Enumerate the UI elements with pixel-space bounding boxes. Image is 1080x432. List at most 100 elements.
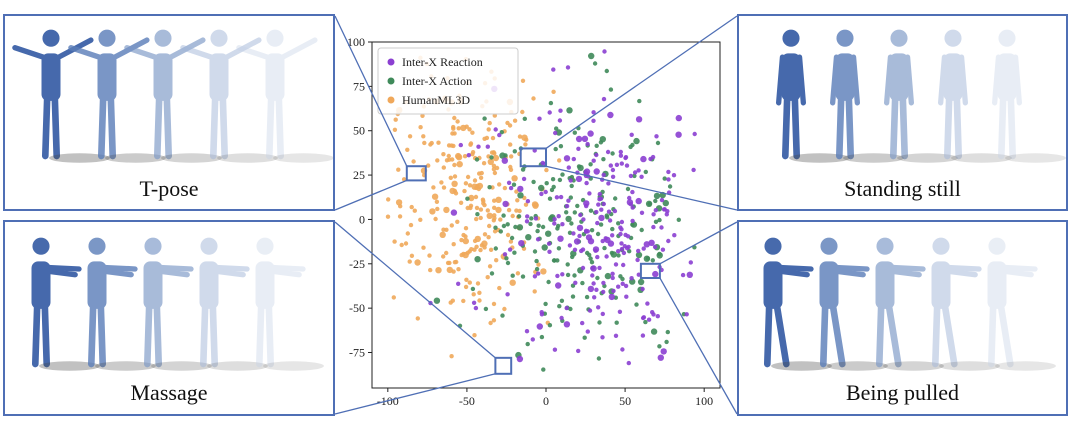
- scatter-point: [439, 231, 446, 238]
- scatter-point: [680, 272, 686, 278]
- scatter-point: [619, 241, 624, 246]
- scatter-point: [456, 126, 461, 131]
- scatter-point: [653, 198, 658, 204]
- scatter-point: [692, 131, 697, 137]
- scatter-point: [488, 247, 494, 252]
- scatter-point: [630, 189, 635, 195]
- scatter-point: [601, 157, 606, 162]
- scatter-point: [513, 224, 518, 230]
- scatter-point: [546, 279, 551, 285]
- scatter-point: [640, 155, 647, 163]
- scatter-point: [578, 212, 583, 218]
- scatter-point: [598, 140, 604, 145]
- scatter-point: [676, 217, 681, 222]
- scatter-point: [543, 189, 548, 195]
- scatter-point: [577, 233, 582, 239]
- scatter-point: [485, 144, 490, 149]
- scatter-point: [613, 196, 618, 201]
- scatter-point: [583, 228, 589, 233]
- shadow: [151, 361, 212, 371]
- humanoid-figure: [180, 29, 262, 160]
- figure-sequence: [31, 237, 324, 371]
- scatter-point: [429, 208, 436, 215]
- scatter-point: [640, 333, 646, 338]
- scatter-point: [655, 140, 661, 146]
- scatter-point: [594, 209, 599, 215]
- scatter-point: [556, 214, 561, 219]
- scatter-point: [576, 348, 581, 354]
- scatter-point: [509, 154, 514, 159]
- panel-caption-pulled: Being pulled: [845, 380, 960, 405]
- scatter-point: [538, 184, 545, 192]
- scatter-point: [512, 149, 517, 154]
- scatter-point: [653, 192, 661, 200]
- scatter-point: [492, 198, 497, 203]
- scatter-point: [614, 320, 619, 325]
- scatter-point: [547, 249, 552, 254]
- scatter-point: [514, 208, 519, 213]
- scatter-point: [523, 202, 529, 207]
- scatter-point: [492, 205, 497, 210]
- legend-marker-humanml3d: [387, 96, 395, 104]
- scatter-point: [478, 247, 483, 253]
- scatter-point: [607, 111, 614, 119]
- scatter-point: [622, 244, 627, 249]
- scatter-point: [608, 87, 614, 92]
- panel-caption-massage: Massage: [130, 380, 208, 405]
- scatter-point: [472, 178, 478, 183]
- scatter-point: [630, 218, 635, 224]
- scatter-point: [573, 238, 581, 245]
- scatter-point: [482, 232, 488, 237]
- scatter-point: [646, 317, 652, 322]
- humanoid-figure: [255, 237, 306, 368]
- scatter-point: [461, 298, 466, 304]
- scatter-point: [575, 175, 583, 183]
- scatter-point: [493, 246, 498, 251]
- scatter-point: [553, 146, 558, 152]
- legend-marker-reaction: [387, 58, 395, 66]
- scatter-point: [508, 185, 514, 191]
- humanoid-figure: [763, 237, 814, 368]
- scatter-point: [532, 274, 538, 279]
- scatter-point: [587, 285, 595, 293]
- x-tick-label: 100: [695, 394, 713, 408]
- scatter-point: [474, 216, 479, 222]
- scatter-point: [672, 233, 677, 238]
- scatter-point: [420, 113, 425, 119]
- humanoid-figure: [937, 29, 969, 160]
- y-tick-label: -50: [349, 301, 365, 315]
- scatter-point: [659, 197, 665, 203]
- scatter-point: [643, 319, 648, 325]
- scatter-point: [451, 180, 458, 187]
- scatter-point: [467, 280, 472, 285]
- scatter-point: [610, 151, 615, 156]
- scatter-point: [403, 241, 409, 246]
- scatter-point: [536, 271, 541, 276]
- scatter-point: [612, 208, 618, 214]
- shadow: [1005, 153, 1066, 163]
- scatter-point: [588, 256, 593, 261]
- scatter-point: [565, 215, 572, 223]
- scatter-point: [452, 115, 457, 121]
- scatter-point: [428, 142, 433, 147]
- scatter-point: [487, 223, 492, 229]
- scatter-point: [405, 231, 410, 236]
- scatter-point: [462, 237, 469, 245]
- scatter-point: [456, 267, 461, 272]
- scatter-point: [431, 185, 436, 190]
- scatter-point: [493, 127, 498, 132]
- scatter-point: [628, 144, 633, 150]
- scatter-point: [618, 231, 623, 237]
- scatter-point: [446, 153, 451, 159]
- scatter-point: [548, 100, 554, 106]
- scatter-point: [467, 183, 473, 188]
- scatter-point: [623, 283, 629, 289]
- scatter-point: [392, 127, 398, 132]
- scatter-point: [408, 222, 414, 228]
- x-tick-label: -50: [459, 394, 475, 408]
- scatter-point: [501, 213, 506, 218]
- scatter-point: [659, 225, 664, 230]
- scatter-point: [506, 207, 512, 213]
- scatter-point: [475, 212, 480, 217]
- scatter-point: [671, 173, 677, 178]
